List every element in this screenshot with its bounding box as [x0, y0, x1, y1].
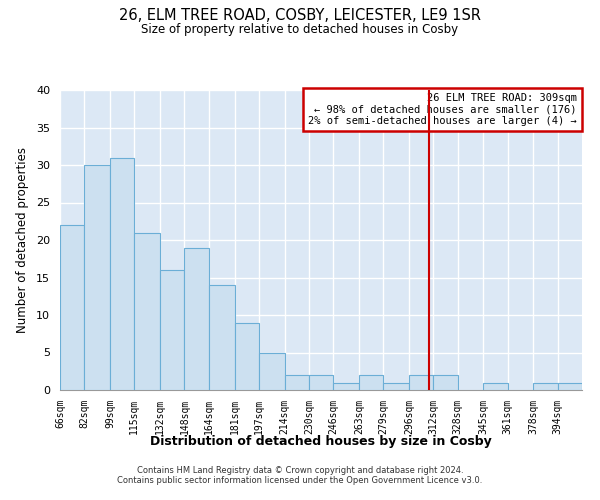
Text: Size of property relative to detached houses in Cosby: Size of property relative to detached ho…	[142, 22, 458, 36]
Text: 26, ELM TREE ROAD, COSBY, LEICESTER, LE9 1SR: 26, ELM TREE ROAD, COSBY, LEICESTER, LE9…	[119, 8, 481, 22]
Bar	[484, 382, 508, 390]
Bar	[333, 382, 359, 390]
Bar	[558, 382, 582, 390]
Bar	[359, 375, 383, 390]
Bar	[235, 322, 259, 390]
Bar	[134, 232, 160, 390]
Bar	[433, 375, 458, 390]
Bar	[409, 375, 433, 390]
Bar	[84, 165, 110, 390]
Text: Distribution of detached houses by size in Cosby: Distribution of detached houses by size …	[150, 435, 492, 448]
Y-axis label: Number of detached properties: Number of detached properties	[16, 147, 29, 333]
Bar	[110, 158, 134, 390]
Bar	[284, 375, 309, 390]
Text: Contains HM Land Registry data © Crown copyright and database right 2024.
Contai: Contains HM Land Registry data © Crown c…	[118, 466, 482, 485]
Bar	[259, 352, 284, 390]
Bar	[60, 225, 84, 390]
Bar	[533, 382, 558, 390]
Bar	[160, 270, 184, 390]
Bar	[309, 375, 333, 390]
Bar	[209, 285, 235, 390]
Bar	[383, 382, 409, 390]
Text: 26 ELM TREE ROAD: 309sqm
← 98% of detached houses are smaller (176)
2% of semi-d: 26 ELM TREE ROAD: 309sqm ← 98% of detach…	[308, 93, 577, 126]
Bar	[184, 248, 209, 390]
